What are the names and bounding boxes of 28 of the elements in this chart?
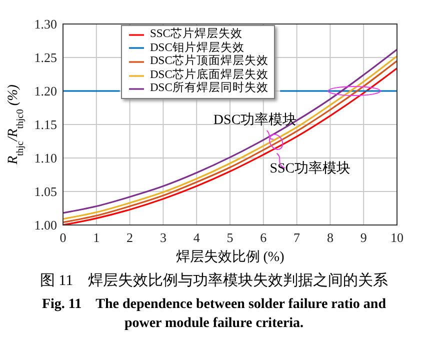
legend-label: DSC芯片底面焊层失效 bbox=[150, 68, 268, 82]
x-tick-label: 1 bbox=[93, 230, 100, 246]
y-tick-label: 1.10 bbox=[34, 150, 57, 166]
annotation: SSC功率模块 bbox=[270, 160, 351, 177]
x-tick-label: 7 bbox=[294, 230, 301, 246]
y-tick-label: 1.15 bbox=[34, 117, 57, 132]
y-tick-label: 1.30 bbox=[34, 16, 57, 32]
x-tick-label: 2 bbox=[126, 230, 134, 246]
x-tick-label: 0 bbox=[60, 230, 66, 246]
legend-label: DSC所有焊层同时失效 bbox=[150, 82, 268, 96]
x-tick-label: 9 bbox=[360, 230, 367, 246]
caption: Fig. 11 The dependence between solder failure ratio and power module failure criteria. bbox=[40, 296, 388, 333]
y-tick-label: 1.20 bbox=[34, 84, 57, 99]
legend-label: SSC芯片焊层失效 bbox=[150, 28, 242, 42]
caption: 图 11 焊层失效比例与功率模块失效判据之间的关系 bbox=[38, 272, 390, 291]
y-tick-label: 1.25 bbox=[34, 50, 57, 66]
annotation: DSC功率模块 bbox=[213, 112, 297, 128]
x-axis-title: 焊层失效比例 (%) bbox=[176, 249, 285, 265]
y-tick-label: 1.05 bbox=[34, 184, 57, 200]
x-tick-label: 5 bbox=[226, 230, 234, 246]
x-tick-label: 8 bbox=[326, 230, 334, 246]
x-tick-label: 6 bbox=[260, 230, 268, 246]
x-tick-label: 3 bbox=[160, 230, 166, 246]
legend-label: DSC钼片焊层失效 bbox=[150, 42, 244, 54]
y-tick-label: 1.00 bbox=[34, 218, 57, 233]
legend-label: DSC芯片顶面焊层失效 bbox=[150, 55, 268, 68]
x-tick-label: 10 bbox=[390, 230, 404, 246]
x-tick-label: 4 bbox=[193, 230, 200, 246]
